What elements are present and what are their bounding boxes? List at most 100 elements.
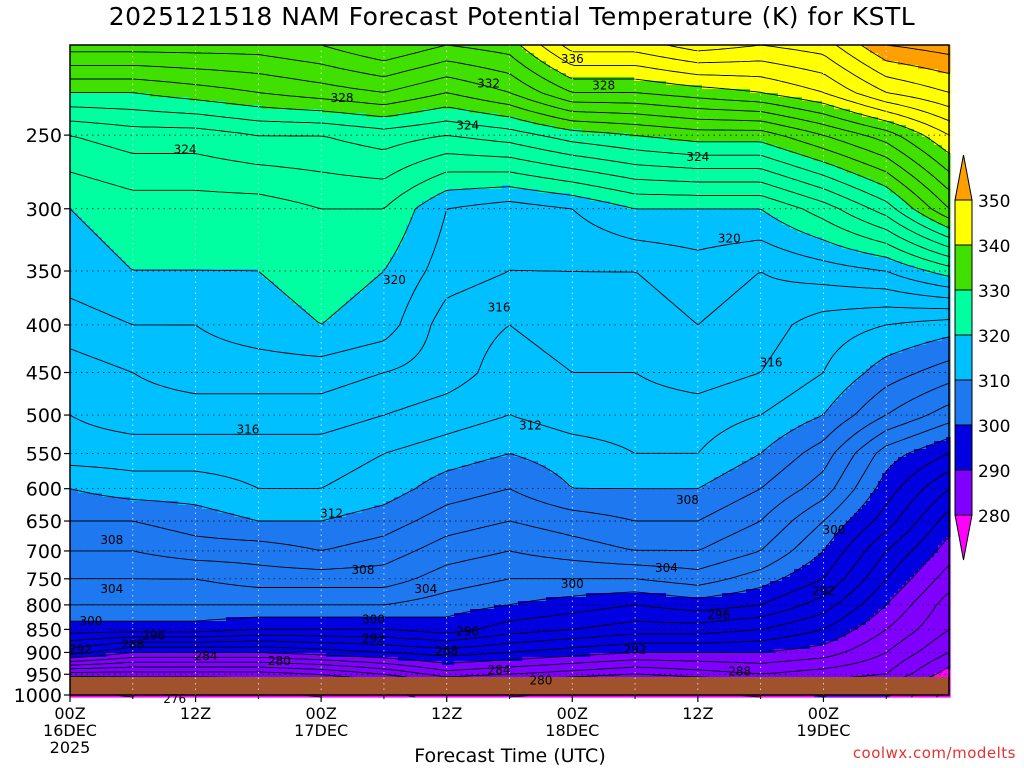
heatmap-cell: [330, 109, 335, 114]
heatmap-cell: [330, 85, 335, 90]
heatmap-cell: [414, 89, 419, 94]
heatmap-cell: [270, 65, 275, 70]
heatmap-cell: [346, 89, 351, 94]
heatmap-cell: [514, 49, 519, 54]
heatmap-cell: [150, 129, 155, 134]
heatmap-cell: [778, 97, 783, 102]
heatmap-cell: [298, 125, 303, 130]
heatmap-cell: [286, 109, 291, 114]
heatmap-cell: [790, 65, 795, 70]
heatmap-cell: [450, 69, 455, 74]
heatmap-cell: [634, 85, 639, 90]
heatmap-cell: [594, 85, 599, 90]
heatmap-cell: [770, 97, 775, 102]
heatmap-cell: [586, 93, 591, 98]
heatmap-cell: [754, 121, 759, 126]
heatmap-cell: [106, 93, 111, 98]
heatmap-cell: [914, 65, 919, 70]
heatmap-cell: [326, 57, 331, 62]
heatmap-cell: [902, 129, 907, 134]
heatmap-cell: [830, 105, 835, 110]
heatmap-cell: [434, 121, 439, 126]
heatmap-cell: [874, 61, 879, 66]
heatmap-cell: [190, 57, 195, 62]
heatmap-cell: [794, 53, 799, 58]
heatmap-cell: [514, 73, 519, 78]
heatmap-cell: [678, 109, 683, 114]
heatmap-cell: [330, 121, 335, 126]
heatmap-cell: [530, 121, 535, 126]
heatmap-cell: [746, 85, 751, 90]
heatmap-cell: [310, 89, 315, 94]
heatmap-cell: [654, 61, 659, 66]
heatmap-cell: [914, 105, 919, 110]
heatmap-cell: [514, 69, 519, 74]
heatmap-cell: [518, 125, 523, 130]
heatmap-cell: [138, 93, 143, 98]
heatmap-cell: [218, 89, 223, 94]
heatmap-cell: [418, 85, 423, 90]
heatmap-cell: [78, 97, 83, 102]
heatmap-cell: [570, 69, 575, 74]
heatmap-cell: [674, 109, 679, 114]
heatmap-cell: [374, 93, 379, 98]
heatmap-cell: [138, 85, 143, 90]
heatmap-cell: [134, 109, 139, 114]
heatmap-cell: [830, 69, 835, 74]
heatmap-cell: [694, 109, 699, 114]
heatmap-cell: [178, 61, 183, 66]
heatmap-cell: [158, 101, 163, 106]
heatmap-cell: [414, 77, 419, 82]
heatmap-cell: [642, 121, 647, 126]
heatmap-cell: [306, 133, 311, 138]
heatmap-cell: [510, 61, 515, 66]
heatmap-cell: [914, 89, 919, 94]
heatmap-cell: [530, 49, 535, 54]
heatmap-cell: [922, 69, 927, 74]
heatmap-cell: [426, 77, 431, 82]
heatmap-cell: [610, 117, 615, 122]
heatmap-cell: [802, 77, 807, 82]
heatmap-cell: [746, 101, 751, 106]
heatmap-cell: [782, 121, 787, 126]
heatmap-cell: [198, 109, 203, 114]
heatmap-cell: [642, 49, 647, 54]
heatmap-cell: [474, 121, 479, 126]
heatmap-cell: [262, 117, 267, 122]
heatmap-cell: [794, 125, 799, 130]
heatmap-cell: [390, 73, 395, 78]
heatmap-cell: [294, 49, 299, 54]
heatmap-cell: [514, 45, 519, 50]
heatmap-cell: [706, 81, 711, 86]
heatmap-cell: [318, 69, 323, 74]
heatmap-cell: [906, 97, 911, 102]
heatmap-cell: [614, 105, 619, 110]
heatmap-cell: [666, 85, 671, 90]
heatmap-cell: [334, 93, 339, 98]
heatmap-cell: [802, 101, 807, 106]
heatmap-cell: [630, 81, 635, 86]
heatmap-cell: [422, 97, 427, 102]
heatmap-cell: [882, 117, 887, 122]
heatmap-cell: [714, 109, 719, 114]
heatmap-cell: [866, 117, 871, 122]
heatmap-cell: [626, 65, 631, 70]
heatmap-cell: [690, 121, 695, 126]
heatmap-cell: [766, 69, 771, 74]
heatmap-cell: [510, 105, 515, 110]
heatmap-cell: [926, 93, 931, 98]
heatmap-cell: [182, 53, 187, 58]
heatmap-cell: [362, 97, 367, 102]
heatmap-cell: [842, 129, 847, 134]
heatmap-cell: [858, 81, 863, 86]
heatmap-cell: [326, 125, 331, 130]
heatmap-cell: [606, 81, 611, 86]
heatmap-cell: [798, 61, 803, 66]
heatmap-cell: [310, 61, 315, 66]
heatmap-cell: [226, 81, 231, 86]
heatmap-cell: [882, 113, 887, 118]
heatmap-cell: [190, 101, 195, 106]
heatmap-cell: [502, 109, 507, 114]
heatmap-cell: [578, 121, 583, 126]
heatmap-cell: [162, 57, 167, 62]
